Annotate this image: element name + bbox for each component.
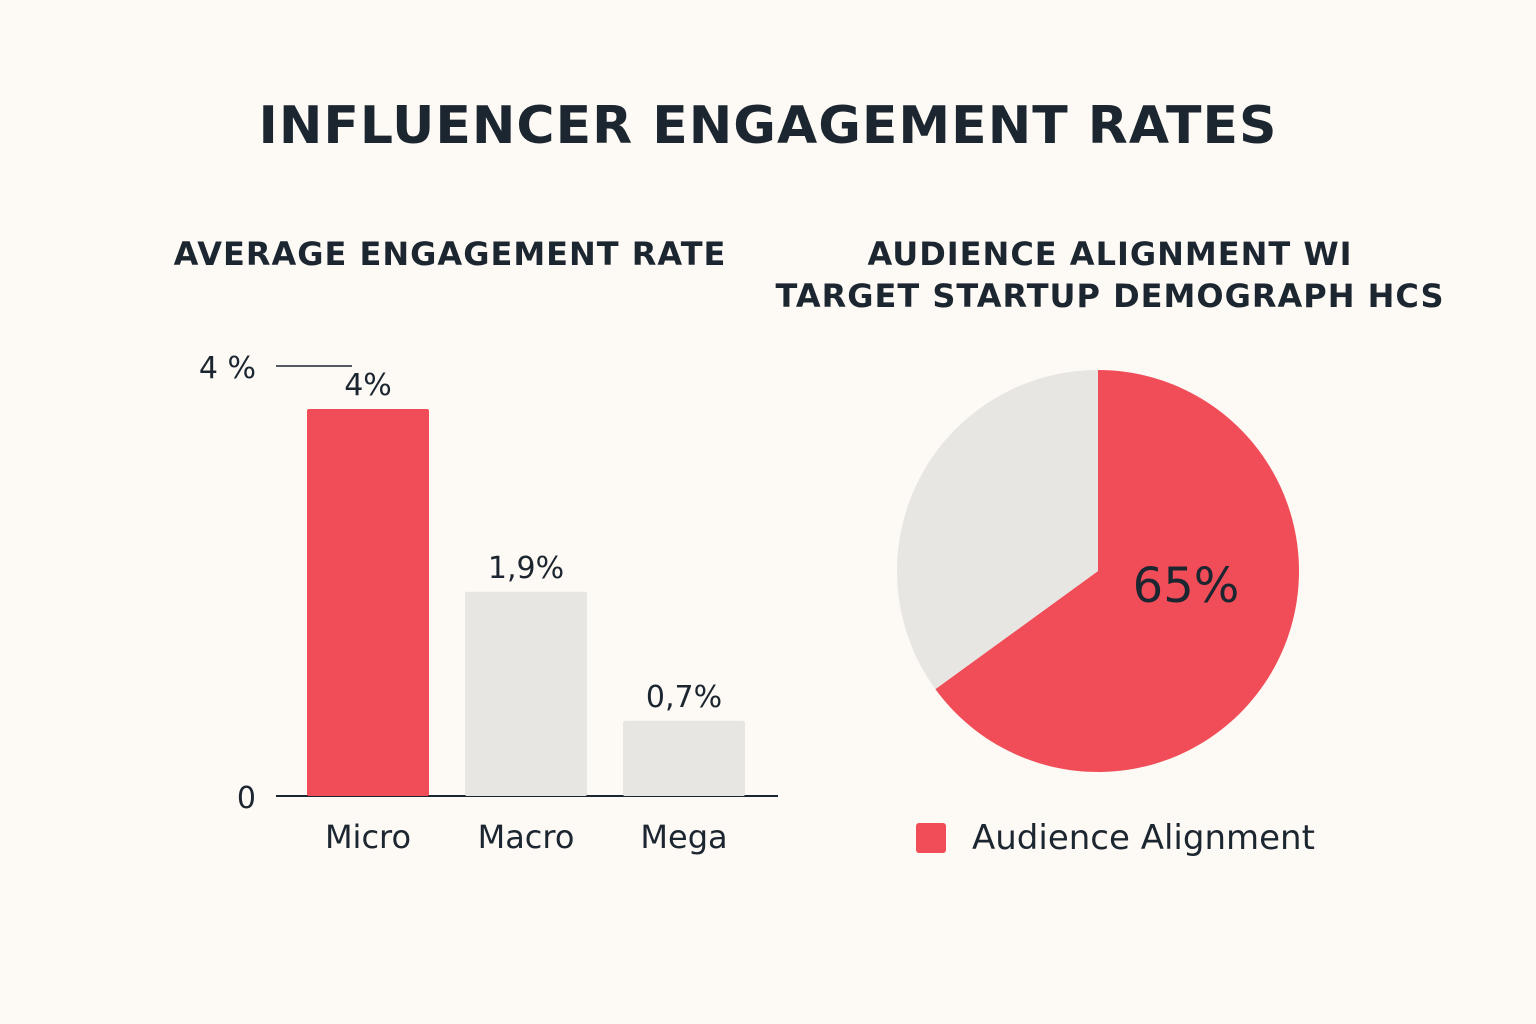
- pie-slice-audience-alignment: [935, 370, 1299, 773]
- x-tick-label: Micro: [325, 818, 411, 856]
- legend-swatch-audience-alignment: [916, 823, 946, 853]
- bar-micro: [307, 409, 429, 796]
- bar-value-label: 0,7%: [646, 680, 722, 715]
- pie-legend: Audience Alignment: [916, 818, 1315, 858]
- bar-chart-title: AVERAGE ENGAGEMENT RATE: [173, 235, 727, 273]
- y-tick-label: 4 %: [199, 351, 256, 386]
- x-tick-label: Macro: [478, 818, 575, 856]
- pie-chart-title: AUDIENCE ALIGNMENT WI TARGET STARTUP DEM…: [760, 233, 1460, 317]
- bar-value-label: 1,9%: [488, 551, 564, 586]
- x-tick-label: Mega: [640, 818, 727, 856]
- legend-label-audience-alignment: Audience Alignment: [972, 818, 1315, 858]
- bar-mega: [623, 720, 745, 796]
- bar-value-label: 4%: [344, 368, 392, 403]
- pie-center-label: 65%: [1133, 558, 1240, 614]
- page-title: INFLUENCER ENGAGEMENT RATES: [258, 96, 1278, 156]
- pie-title-line-1: AUDIENCE ALIGNMENT WI: [867, 235, 1353, 273]
- bar-macro: [465, 591, 587, 796]
- pie-title-line-2: TARGET STARTUP DEMOGRAPH HCS: [775, 277, 1445, 315]
- y-tick-label: 0: [237, 781, 256, 816]
- pie-slice-other: [897, 370, 1098, 690]
